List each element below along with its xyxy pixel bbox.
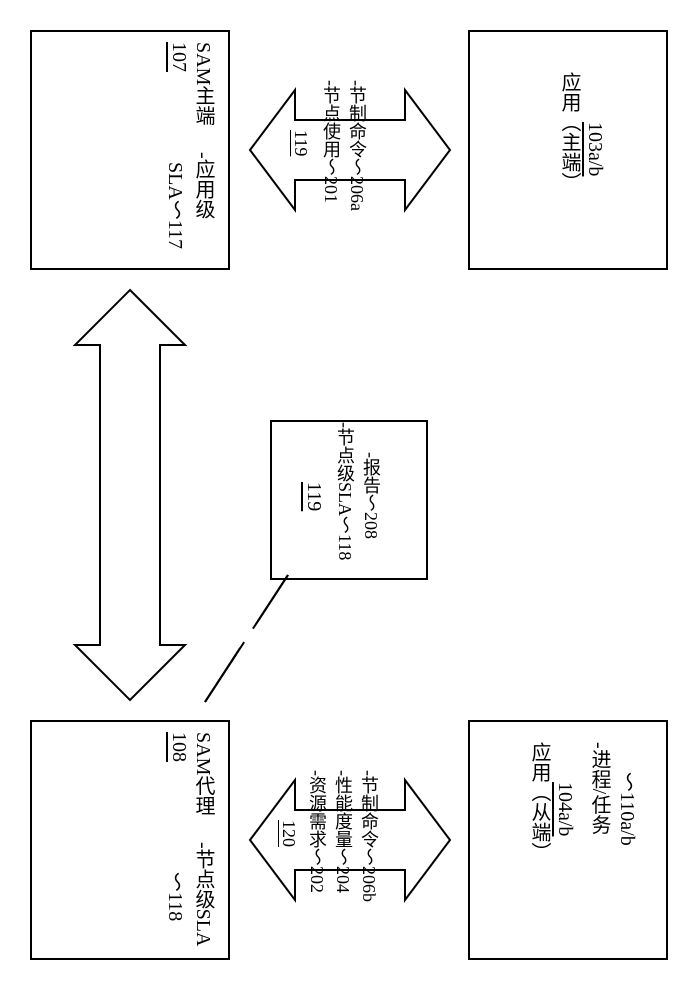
angled-connector	[0, 0, 698, 1000]
